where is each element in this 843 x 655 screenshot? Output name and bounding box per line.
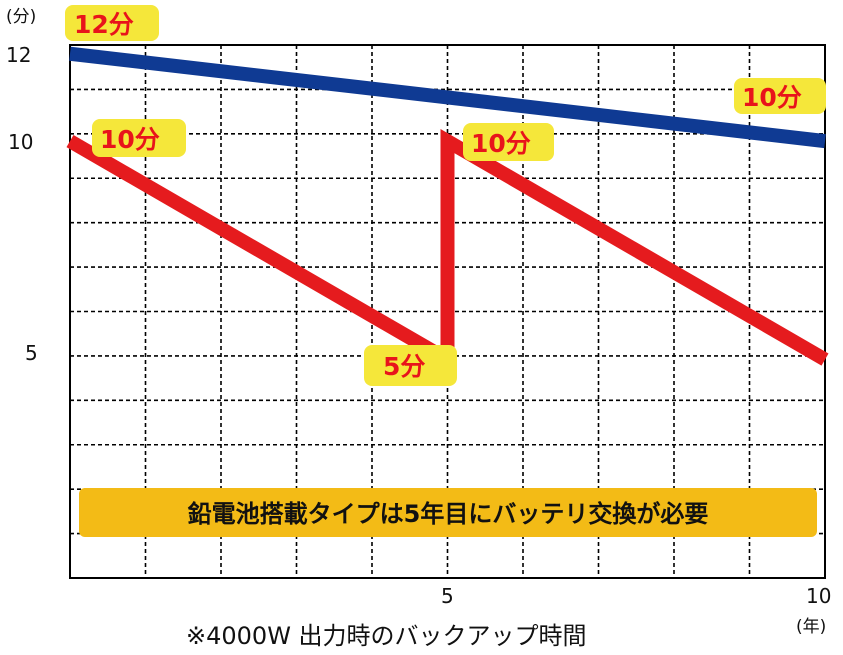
series bbox=[66, 46, 829, 372]
svg-text:10分: 10分 bbox=[100, 125, 160, 154]
x-tick-5: 5 bbox=[441, 584, 454, 608]
note-banner: 鉛電池搭載タイプは5年目にバッテリ交換が必要 bbox=[79, 488, 817, 537]
y-tick-10: 10 bbox=[8, 130, 33, 154]
value-label-red-reset: 10分 bbox=[463, 123, 554, 161]
value-label-5: 5分 bbox=[364, 345, 457, 386]
svg-text:12分: 12分 bbox=[74, 10, 134, 39]
x-unit-label: (年) bbox=[796, 617, 826, 637]
plot-frame bbox=[69, 44, 826, 579]
value-label-blue-end: 10分 bbox=[734, 78, 826, 114]
svg-text:10分: 10分 bbox=[742, 83, 802, 112]
footnote: ※4000W 出力時のバックアップ時間 bbox=[186, 622, 587, 650]
series-lead-acid-line bbox=[66, 128, 829, 372]
svg-text:10分: 10分 bbox=[471, 129, 531, 158]
value-label-red-start: 10分 bbox=[92, 119, 186, 157]
value-label-12: 12分 bbox=[65, 5, 159, 41]
x-tick-10: 10 bbox=[806, 584, 831, 608]
svg-text:5分: 5分 bbox=[383, 352, 425, 381]
svg-text:鉛電池搭載タイプは5年目にバッテリ交換が必要: 鉛電池搭載タイプは5年目にバッテリ交換が必要 bbox=[188, 500, 709, 528]
y-tick-5: 5 bbox=[25, 341, 38, 365]
y-tick-12: 12 bbox=[6, 43, 31, 67]
series-lithium-line bbox=[69, 46, 826, 149]
y-unit-label: (分) bbox=[6, 7, 36, 27]
